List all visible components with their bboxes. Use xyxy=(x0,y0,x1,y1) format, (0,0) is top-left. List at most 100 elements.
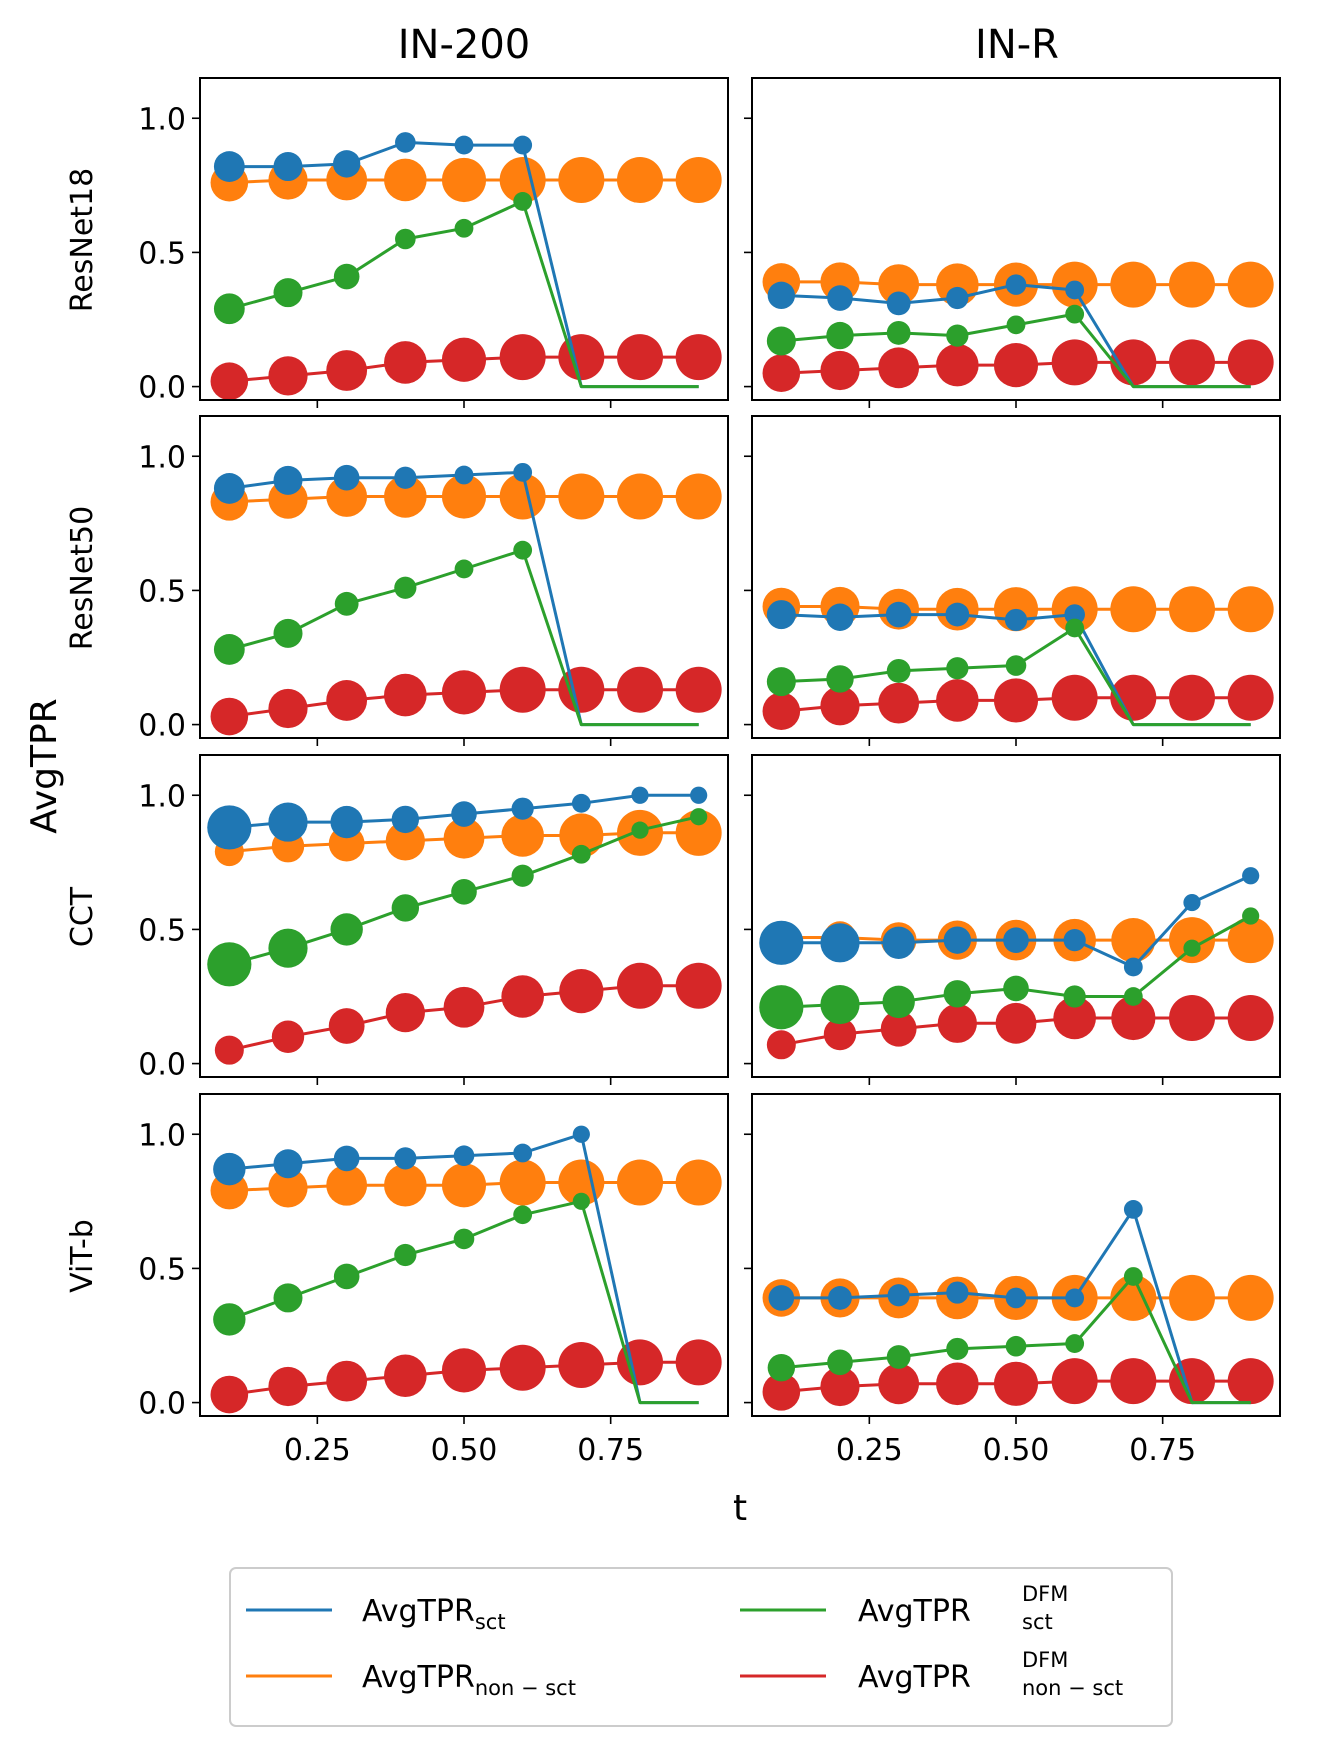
marker-dfm-non-sct xyxy=(993,678,1039,723)
marker-dfm-non-sct xyxy=(820,1366,860,1407)
marker-dfm-sct xyxy=(766,667,796,697)
marker-sct xyxy=(213,473,245,504)
marker-sct xyxy=(1063,929,1086,952)
panel-resnet50-in-r-frame xyxy=(751,415,1281,739)
marker-dfm-sct xyxy=(513,192,533,211)
marker-non-sct xyxy=(1169,586,1215,633)
marker-dfm-sct xyxy=(453,1228,475,1250)
marker-sct xyxy=(273,1149,303,1179)
marker-dfm-non-sct xyxy=(1110,1358,1157,1405)
marker-non-sct xyxy=(326,476,368,517)
marker-dfm-sct xyxy=(454,218,474,238)
y-tick-label: 1.0 xyxy=(138,779,186,814)
marker-dfm-non-sct xyxy=(936,679,979,722)
y-tick-label: 1.0 xyxy=(138,102,186,137)
marker-non-sct xyxy=(441,1163,487,1208)
marker-dfm-non-sct xyxy=(675,1339,722,1386)
panel-resnet18-in-200-frame xyxy=(199,77,729,401)
marker-dfm-non-sct xyxy=(558,334,605,381)
marker-non-sct xyxy=(384,475,427,518)
marker-dfm-non-sct xyxy=(499,666,546,713)
marker-dfm-sct xyxy=(1242,907,1260,925)
marker-dfm-non-sct xyxy=(443,986,485,1028)
marker-sct xyxy=(946,286,969,310)
marker-sct xyxy=(394,466,417,489)
marker-dfm-non-sct xyxy=(214,1035,244,1065)
marker-dfm-non-sct xyxy=(1227,339,1274,386)
legend-label-non-sct: AvgTPRnon − sct xyxy=(362,1660,576,1700)
marker-dfm-non-sct xyxy=(820,350,860,391)
marker-non-sct xyxy=(441,157,487,203)
marker-dfm-sct xyxy=(826,665,854,693)
marker-non-sct xyxy=(1227,261,1274,308)
marker-dfm-sct xyxy=(1003,975,1029,1002)
marker-dfm-non-sct xyxy=(1227,1358,1274,1405)
marker-non-sct xyxy=(617,473,663,520)
marker-sct xyxy=(820,923,860,963)
column-title-in-200: IN-200 xyxy=(398,22,531,68)
marker-dfm-non-sct xyxy=(271,1020,305,1053)
marker-sct xyxy=(330,805,363,839)
marker-dfm-sct xyxy=(827,1349,853,1376)
marker-dfm-sct xyxy=(513,540,533,560)
legend-sub-dfm-sct: sct xyxy=(1022,1610,1053,1634)
marker-dfm-non-sct xyxy=(617,334,663,381)
marker-sct xyxy=(453,1145,475,1167)
marker-dfm-non-sct xyxy=(558,1342,605,1389)
marker-dfm-sct xyxy=(886,1345,911,1369)
marker-sct xyxy=(767,281,796,310)
marker-dfm-non-sct xyxy=(441,670,487,715)
marker-non-sct xyxy=(1169,261,1215,308)
y-tick-label: 1.0 xyxy=(138,1118,186,1153)
marker-dfm-sct xyxy=(1065,304,1085,324)
marker-dfm-non-sct xyxy=(1111,995,1156,1041)
marker-dfm-sct xyxy=(333,1263,360,1290)
marker-dfm-sct xyxy=(767,1354,796,1382)
marker-dfm-non-sct xyxy=(936,1362,979,1406)
marker-non-sct xyxy=(384,158,427,202)
marker-sct xyxy=(513,1143,533,1163)
marker-dfm-sct xyxy=(394,1243,417,1267)
marker-dfm-non-sct xyxy=(326,680,368,721)
x-axis-label: t xyxy=(733,1488,747,1529)
marker-dfm-non-sct xyxy=(880,1010,917,1047)
marker-dfm-sct xyxy=(268,928,308,968)
x-tick-label: 0.75 xyxy=(577,1433,644,1468)
marker-non-sct xyxy=(558,473,605,520)
y-tick-label: 0.0 xyxy=(138,709,186,744)
panel-vit-b-in-r-frame xyxy=(751,1093,1281,1417)
marker-non-sct xyxy=(501,814,544,857)
marker-sct xyxy=(882,926,915,960)
marker-sct xyxy=(213,1152,246,1186)
marker-non-sct xyxy=(1169,1274,1215,1321)
row-label-vit-b: ViT-b xyxy=(65,1219,100,1293)
marker-dfm-non-sct xyxy=(937,1003,977,1043)
marker-dfm-non-sct xyxy=(820,686,860,726)
marker-dfm-sct xyxy=(273,278,303,308)
marker-dfm-non-sct xyxy=(762,354,801,392)
panel-resnet50-in-r xyxy=(744,415,1281,746)
legend-sup-dfm-sct: DFM xyxy=(1022,1582,1068,1606)
marker-dfm-non-sct xyxy=(1227,994,1274,1041)
legend-label-dfm-sct: AvgTPR xyxy=(858,1594,971,1629)
marker-non-sct xyxy=(675,809,722,856)
marker-dfm-sct xyxy=(946,1337,969,1361)
marker-sct xyxy=(513,135,533,155)
marker-dfm-sct xyxy=(213,293,245,325)
marker-sct xyxy=(945,602,970,627)
marker-sct xyxy=(1065,1288,1085,1308)
marker-dfm-non-sct xyxy=(878,682,920,724)
marker-dfm-non-sct xyxy=(385,993,425,1033)
marker-non-sct xyxy=(617,1159,663,1206)
marker-dfm-non-sct xyxy=(995,1002,1037,1044)
marker-dfm-non-sct xyxy=(268,1366,308,1407)
marker-dfm-sct xyxy=(759,985,804,1030)
marker-sct xyxy=(454,135,474,155)
marker-sct xyxy=(885,601,912,628)
marker-dfm-sct xyxy=(1005,655,1027,676)
y-tick-label: 0.5 xyxy=(138,913,186,948)
marker-dfm-non-sct xyxy=(268,356,308,396)
marker-dfm-sct xyxy=(333,263,360,290)
marker-dfm-sct xyxy=(213,1303,246,1336)
marker-dfm-sct xyxy=(454,559,474,579)
